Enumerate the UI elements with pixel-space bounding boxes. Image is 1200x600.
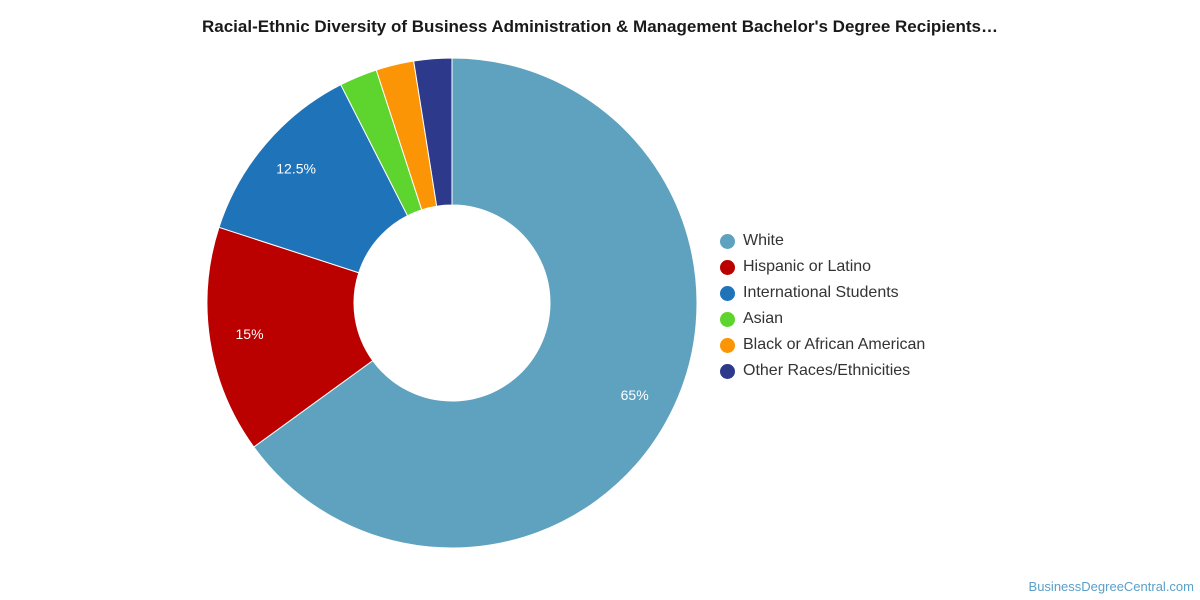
slice-international-students[interactable] — [218, 84, 409, 274]
legend-item-black-or-african-american[interactable]: Black or African American — [720, 332, 925, 358]
legend-label: Other Races/Ethnicities — [743, 362, 911, 379]
data-labels-group: 65% 15% 12.5% — [236, 161, 649, 403]
slice-white[interactable] — [253, 57, 698, 549]
slices-group — [206, 57, 698, 549]
legend-item-international-students[interactable]: International Students — [720, 280, 925, 306]
legend-label: White — [743, 232, 784, 249]
legend-item-other-races-ethnicities[interactable]: Other Races/Ethnicities — [720, 358, 925, 384]
legend-marker-icon — [720, 363, 735, 379]
legend-item-white[interactable]: White — [720, 228, 925, 254]
legend-label: Black or African American — [743, 336, 926, 353]
data-label-hispanic-or-latino: 15% — [236, 326, 264, 342]
source-credit[interactable]: BusinessDegreeCentral.com — [1028, 579, 1194, 594]
slice-hispanic-or-latino[interactable] — [206, 226, 374, 448]
legend-marker-icon — [720, 233, 735, 249]
legend-label: International Students — [743, 284, 899, 301]
legend-marker-icon — [720, 259, 735, 275]
slice-other-races-ethnicities[interactable] — [413, 57, 453, 207]
legend-item-asian[interactable]: Asian — [720, 306, 925, 332]
legend-marker-icon — [720, 311, 735, 327]
data-label-white: 65% — [621, 387, 649, 403]
legend: White Hispanic or Latino International Stu… — [720, 228, 925, 384]
data-label-international-students: 12.5% — [276, 161, 316, 177]
legend-item-hispanic-or-latino[interactable]: Hispanic or Latino — [720, 254, 925, 280]
legend-label: Asian — [743, 310, 784, 327]
legend-marker-icon — [720, 285, 735, 301]
legend-marker-icon — [720, 337, 735, 353]
legend-label: Hispanic or Latino — [743, 258, 872, 275]
